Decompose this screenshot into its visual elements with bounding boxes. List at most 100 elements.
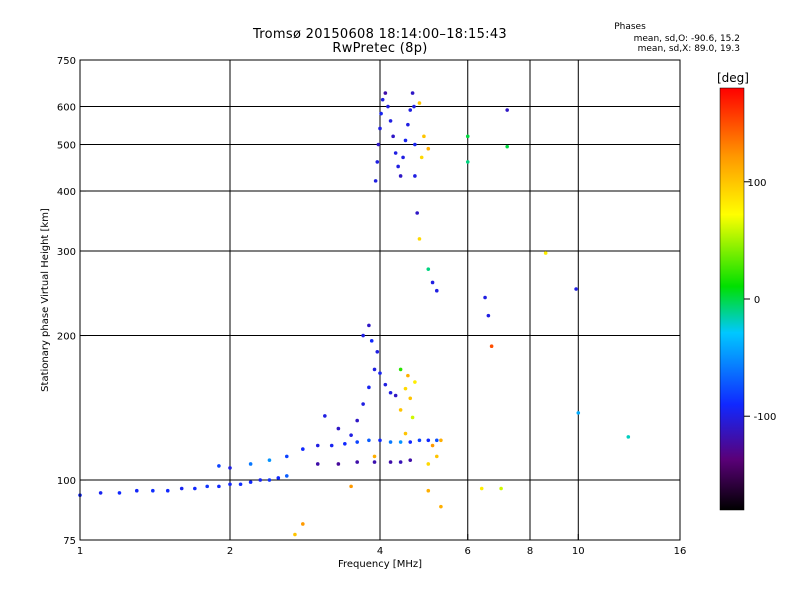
echo-point	[284, 474, 289, 478]
echo-point	[367, 385, 371, 390]
echo-point	[434, 288, 439, 293]
echo-point	[372, 367, 377, 372]
echo-point	[401, 155, 405, 160]
y-tick-label: 500	[57, 141, 76, 152]
echo-point	[98, 491, 103, 495]
echo-point	[267, 458, 272, 462]
echo-point	[361, 402, 365, 406]
y-tick-label: 600	[57, 103, 76, 114]
echo-point	[403, 138, 408, 143]
echo-point	[367, 438, 371, 443]
echo-point	[383, 91, 388, 95]
echo-point	[479, 486, 484, 491]
echo-point	[426, 488, 431, 493]
echo-point	[329, 443, 334, 448]
x-tick-label: 10	[572, 546, 585, 557]
echo-point	[489, 344, 494, 349]
phases-heading: Phases	[614, 22, 646, 32]
echo-point	[422, 134, 426, 139]
echo-point	[406, 373, 410, 378]
echo-point	[376, 142, 381, 147]
colorbar-tick-label: 100	[747, 178, 766, 189]
echo-point	[267, 478, 272, 482]
echo-point	[323, 414, 327, 418]
echo-point	[228, 482, 232, 487]
echo-point	[505, 108, 509, 112]
echo-point	[576, 411, 581, 415]
echo-point	[301, 447, 305, 451]
echo-point	[393, 151, 398, 155]
echo-point	[408, 458, 413, 462]
echo-point	[398, 367, 403, 372]
echo-point	[388, 460, 393, 464]
echo-point	[388, 440, 393, 444]
colorbar-tick-label: 0	[754, 295, 760, 306]
echo-point	[426, 146, 431, 151]
echo-point	[574, 287, 578, 291]
chart-subtitle: RwPretec (8p)	[332, 41, 428, 56]
echo-point	[336, 426, 341, 431]
echo-point	[380, 97, 385, 102]
echo-point	[248, 480, 253, 484]
echo-point	[284, 454, 289, 459]
echo-point	[391, 134, 395, 139]
echo-point	[315, 462, 320, 466]
echo-point	[355, 460, 359, 464]
echo-point	[410, 91, 415, 95]
echo-point	[398, 174, 403, 178]
echo-point	[367, 323, 371, 328]
echo-point	[417, 237, 422, 241]
phase-o-mode-stats: mean, sd,O: -90.6, 15.2	[633, 34, 740, 44]
echo-point	[439, 504, 443, 509]
echo-point	[369, 339, 374, 343]
echo-point	[179, 486, 184, 491]
echo-point	[205, 484, 209, 489]
echo-point	[134, 488, 139, 493]
echo-point	[408, 108, 413, 112]
echo-point	[417, 438, 422, 443]
echo-point	[483, 295, 487, 300]
echo-point	[398, 408, 403, 412]
echo-point	[165, 488, 170, 493]
echo-point	[505, 144, 509, 149]
echo-point	[228, 466, 232, 470]
echo-point	[349, 484, 353, 489]
echo-point	[499, 486, 503, 491]
echo-point	[439, 438, 443, 443]
grid-lines	[80, 60, 680, 540]
echo-point	[413, 174, 417, 178]
echo-point	[375, 349, 380, 354]
echo-point	[426, 438, 431, 443]
echo-point	[238, 482, 243, 487]
echo-point	[349, 433, 353, 437]
colorbar-unit-label: [deg]	[717, 71, 749, 85]
echo-point	[388, 119, 393, 123]
echo-point	[398, 440, 403, 444]
echo-point	[386, 104, 390, 109]
echo-point	[378, 438, 382, 443]
echo-point	[336, 462, 341, 466]
colorbar	[719, 87, 745, 511]
x-tick-label: 16	[674, 546, 687, 557]
echo-point	[419, 155, 424, 160]
echo-point	[413, 142, 417, 147]
y-tick-label: 200	[57, 332, 76, 343]
echo-point	[217, 464, 221, 468]
echo-point	[543, 251, 548, 255]
y-tick-label: 100	[57, 476, 76, 487]
echo-point	[430, 443, 435, 448]
echo-point	[217, 484, 221, 489]
echo-point	[434, 438, 439, 443]
y-tick-label: 400	[57, 187, 76, 198]
echo-point	[258, 478, 263, 482]
y-tick-label: 75	[63, 536, 76, 547]
x-tick-label: 6	[465, 546, 471, 557]
phase-x-mode-stats: mean, sd,X: 89.0, 19.3	[637, 44, 740, 54]
echo-point	[406, 122, 410, 127]
echo-point	[393, 393, 398, 398]
axis-ticks: 1 2 4 6 8 10 16 75 100 200 300 400 500 600 750	[57, 56, 686, 557]
echo-point	[343, 441, 347, 446]
echo-point	[378, 126, 382, 131]
echo-point	[372, 454, 377, 459]
chart-title: Tromsø 20150608 18:14:00–18:15:43	[252, 27, 508, 42]
